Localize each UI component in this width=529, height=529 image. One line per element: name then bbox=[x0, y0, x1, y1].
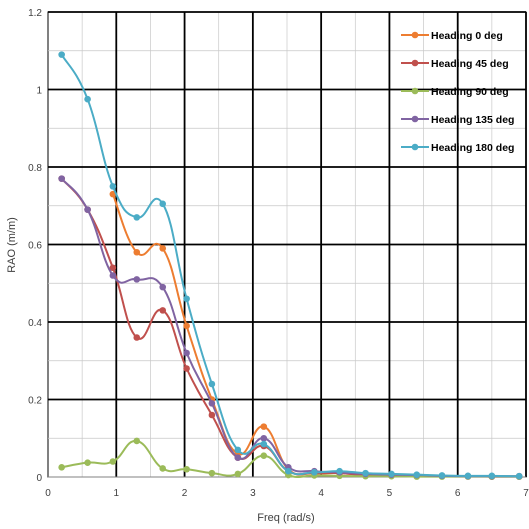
legend-item: Heading 135 deg bbox=[401, 114, 514, 126]
series-2-point bbox=[58, 464, 65, 471]
series-2-point bbox=[208, 469, 216, 477]
series-4-point bbox=[362, 469, 369, 477]
series-3-point bbox=[84, 206, 91, 213]
series-2-point bbox=[260, 452, 268, 459]
y-tick-label: 1.2 bbox=[28, 8, 42, 19]
legend: Heading 0 deg Heading 45 deg Heading 90 de… bbox=[401, 30, 514, 154]
legend-marker bbox=[411, 31, 419, 39]
series-2-point bbox=[234, 470, 242, 478]
series-4-point bbox=[464, 472, 472, 480]
series-3-point bbox=[133, 276, 141, 283]
series-4-point bbox=[159, 200, 167, 208]
series-1-point bbox=[183, 365, 190, 372]
series-4-point bbox=[413, 471, 421, 478]
series-4-point bbox=[311, 469, 318, 476]
series-3-point bbox=[234, 454, 242, 461]
legend-marker bbox=[411, 115, 419, 123]
y-tick-label: 1 bbox=[36, 86, 42, 97]
series-4-point bbox=[388, 470, 395, 478]
series-1-point bbox=[208, 411, 216, 419]
series-1-point bbox=[109, 264, 117, 272]
x-tick-label: 5 bbox=[387, 488, 393, 499]
series-4-point bbox=[260, 440, 268, 448]
y-axis-title: RAO (m/m) bbox=[6, 217, 18, 273]
series-4-point bbox=[515, 472, 523, 480]
series-3-point bbox=[183, 349, 190, 357]
legend-item: Heading 0 deg bbox=[401, 30, 503, 42]
series-4 bbox=[58, 51, 523, 480]
series-4-point bbox=[183, 295, 190, 303]
x-tick-label: 7 bbox=[523, 488, 529, 499]
y-tick-label: 0.4 bbox=[28, 318, 42, 329]
y-tick-label: 0 bbox=[36, 473, 42, 484]
x-tick-label: 6 bbox=[455, 488, 461, 499]
legend-label: Heading 135 deg bbox=[431, 114, 514, 126]
series-3-point bbox=[58, 175, 65, 182]
legend-label: Heading 45 deg bbox=[431, 58, 509, 70]
tick-labels: 0 1 2 3 4 5 6 7 0 0.2 0.4 0.6 0.8 1 1.2 bbox=[28, 8, 529, 499]
series-lines bbox=[58, 51, 523, 480]
legend-label: Heading 180 deg bbox=[431, 142, 514, 154]
x-tick-label: 1 bbox=[114, 488, 120, 499]
legend-marker bbox=[411, 143, 419, 151]
legend-item: Heading 180 deg bbox=[401, 142, 514, 154]
x-tick-label: 3 bbox=[250, 488, 256, 499]
series-1-point bbox=[133, 334, 141, 341]
series-4-point bbox=[234, 446, 242, 454]
series-4-point bbox=[285, 467, 292, 475]
series-2-point bbox=[133, 437, 141, 445]
series-4-point bbox=[109, 183, 117, 190]
series-4-point bbox=[336, 467, 343, 475]
legend-item: Heading 45 deg bbox=[401, 58, 509, 70]
series-3-point bbox=[260, 434, 268, 442]
series-1-point bbox=[159, 307, 167, 314]
legend-label: Heading 90 deg bbox=[431, 86, 509, 98]
x-tick-label: 4 bbox=[318, 488, 324, 499]
series-4-point bbox=[438, 472, 446, 479]
legend-item: Heading 90 deg bbox=[401, 86, 509, 98]
legend-label: Heading 0 deg bbox=[431, 30, 503, 42]
series-2-point bbox=[84, 459, 91, 466]
series-4-point bbox=[488, 472, 496, 480]
series-2-point bbox=[159, 465, 167, 472]
y-tick-label: 0.8 bbox=[28, 163, 42, 174]
y-tick-label: 0.6 bbox=[28, 241, 42, 252]
legend-marker bbox=[411, 59, 419, 67]
legend-marker bbox=[411, 87, 419, 95]
series-4-point bbox=[208, 380, 216, 388]
series-0-point bbox=[159, 245, 167, 252]
series-4-point bbox=[84, 95, 91, 103]
series-2-point bbox=[183, 465, 190, 473]
series-2-point bbox=[109, 458, 117, 465]
y-tick-label: 0.2 bbox=[28, 396, 42, 407]
x-tick-label: 2 bbox=[182, 488, 188, 499]
grid bbox=[47, 11, 527, 478]
series-3-point bbox=[208, 400, 216, 407]
series-4-point bbox=[133, 214, 141, 221]
series-0-point bbox=[133, 248, 141, 256]
series-3-point bbox=[109, 272, 117, 279]
series-0-point bbox=[183, 322, 190, 330]
series-3-point bbox=[159, 283, 167, 291]
x-tick-label: 0 bbox=[45, 488, 51, 499]
series-4-point bbox=[58, 51, 65, 58]
x-axis-title: Freq (rad/s) bbox=[257, 512, 314, 524]
series-0-point bbox=[260, 423, 268, 430]
